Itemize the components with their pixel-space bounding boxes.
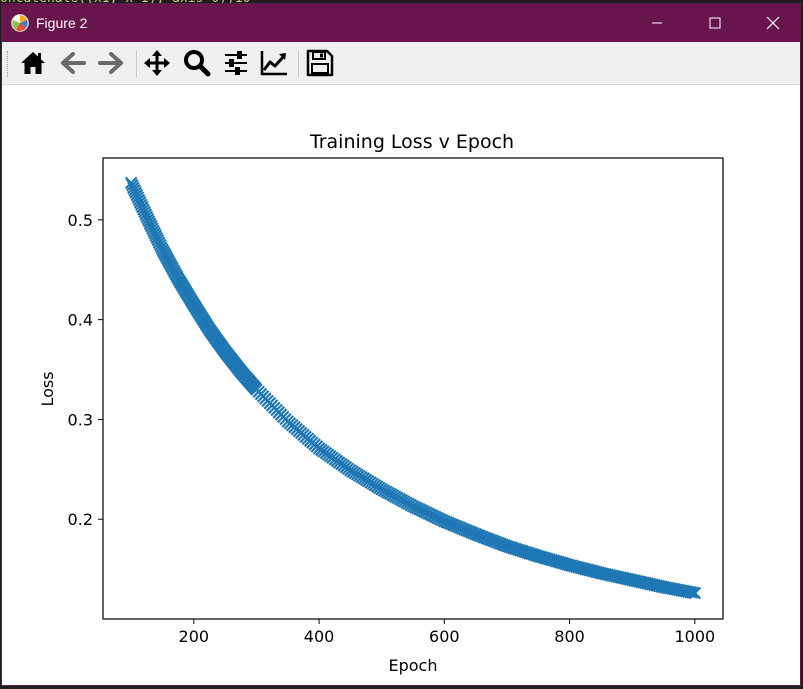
x-tick-label: 1000 — [674, 627, 715, 646]
back-button[interactable] — [56, 47, 90, 79]
chart-line-icon — [260, 51, 287, 76]
data-marks — [124, 176, 702, 600]
axes-frame — [102, 157, 724, 620]
toolbar-separator — [298, 50, 299, 78]
navigation-toolbar — [2, 42, 800, 85]
x-tick-label: 600 — [429, 627, 460, 646]
window-title: Figure 2 — [36, 15, 88, 31]
y-axis-label: Loss — [38, 371, 57, 406]
loss-chart[interactable]: Training Loss v Epoch 200 400 600 800 1000 0… — [2, 85, 800, 685]
forward-button[interactable] — [94, 47, 128, 79]
home-button[interactable] — [16, 47, 50, 79]
x-axis: 200 400 600 800 1000 — [179, 619, 715, 646]
save-button[interactable] — [303, 47, 337, 79]
minimize-icon — [652, 22, 662, 24]
figure-window: Figure 2 — [1, 3, 801, 686]
y-tick-label: 0.4 — [68, 311, 93, 330]
y-tick-label: 0.3 — [68, 410, 93, 429]
matplotlib-logo-icon — [11, 14, 29, 32]
x-tick-label: 800 — [554, 627, 585, 646]
figure-canvas[interactable]: Training Loss v Epoch 200 400 600 800 1000 0… — [2, 85, 800, 685]
edit-axes-button[interactable] — [257, 47, 291, 79]
x-tick-label: 200 — [179, 627, 210, 646]
data-point-marker — [684, 585, 697, 599]
sliders-icon — [225, 51, 247, 75]
x-tick-label: 400 — [304, 627, 335, 646]
arrow-left-icon — [61, 52, 86, 74]
toolbar-grip — [7, 51, 10, 77]
x-axis-label: Epoch — [389, 656, 438, 675]
subplots-button[interactable] — [219, 47, 253, 79]
maximize-button[interactable] — [686, 4, 744, 42]
y-axis: 0.2 0.3 0.4 0.5 — [68, 211, 103, 529]
zoom-button[interactable] — [180, 47, 214, 79]
close-icon — [766, 16, 780, 30]
close-button[interactable] — [744, 4, 802, 42]
maximize-icon — [709, 17, 721, 29]
chart-title: Training Loss v Epoch — [309, 131, 514, 153]
data-point-marker — [688, 586, 702, 600]
magnifier-icon — [184, 50, 211, 77]
data-point-marker — [686, 586, 699, 599]
background-editor-strip: oncatenate((x1, x 1), axis 0))10 — [0, 0, 803, 3]
home-icon — [21, 52, 45, 74]
move-icon — [144, 50, 170, 76]
y-tick-label: 0.5 — [68, 211, 93, 230]
toolbar-separator — [136, 50, 137, 78]
title-bar[interactable]: Figure 2 — [2, 4, 800, 42]
y-tick-label: 0.2 — [68, 510, 93, 529]
arrow-right-icon — [98, 52, 123, 74]
pan-button[interactable] — [140, 47, 174, 79]
floppy-disk-icon — [306, 49, 334, 77]
minimize-button[interactable] — [628, 4, 686, 42]
